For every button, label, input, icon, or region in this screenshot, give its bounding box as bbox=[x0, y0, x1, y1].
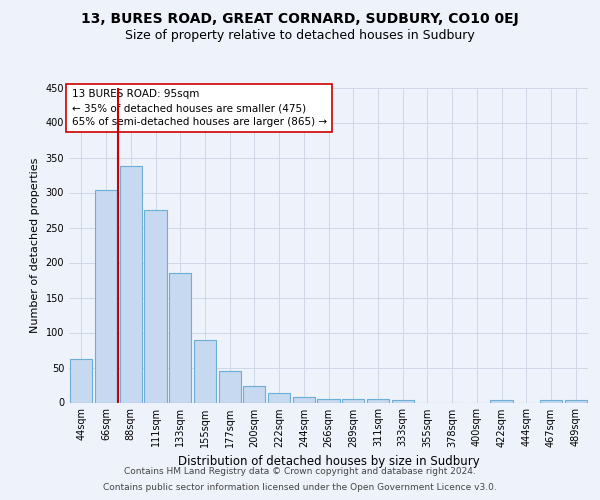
Text: Contains HM Land Registry data © Crown copyright and database right 2024.: Contains HM Land Registry data © Crown c… bbox=[124, 467, 476, 476]
Bar bbox=[70, 359, 92, 403]
Bar bbox=[95, 190, 117, 402]
Bar bbox=[194, 340, 216, 402]
Bar bbox=[540, 400, 562, 402]
Text: Size of property relative to detached houses in Sudbury: Size of property relative to detached ho… bbox=[125, 29, 475, 42]
Bar bbox=[342, 399, 364, 402]
Text: 13, BURES ROAD, GREAT CORNARD, SUDBURY, CO10 0EJ: 13, BURES ROAD, GREAT CORNARD, SUDBURY, … bbox=[81, 12, 519, 26]
Bar bbox=[243, 386, 265, 402]
Bar bbox=[367, 399, 389, 402]
Bar bbox=[169, 273, 191, 402]
X-axis label: Distribution of detached houses by size in Sudbury: Distribution of detached houses by size … bbox=[178, 455, 479, 468]
Bar bbox=[293, 397, 315, 402]
Y-axis label: Number of detached properties: Number of detached properties bbox=[30, 158, 40, 332]
Bar bbox=[268, 394, 290, 402]
Text: 13 BURES ROAD: 95sqm
← 35% of detached houses are smaller (475)
65% of semi-deta: 13 BURES ROAD: 95sqm ← 35% of detached h… bbox=[71, 89, 327, 127]
Text: Contains public sector information licensed under the Open Government Licence v3: Contains public sector information licen… bbox=[103, 483, 497, 492]
Bar bbox=[392, 400, 414, 402]
Bar bbox=[317, 399, 340, 402]
Bar bbox=[218, 371, 241, 402]
Bar bbox=[119, 166, 142, 402]
Bar bbox=[565, 400, 587, 402]
Bar bbox=[145, 210, 167, 402]
Bar bbox=[490, 400, 512, 402]
